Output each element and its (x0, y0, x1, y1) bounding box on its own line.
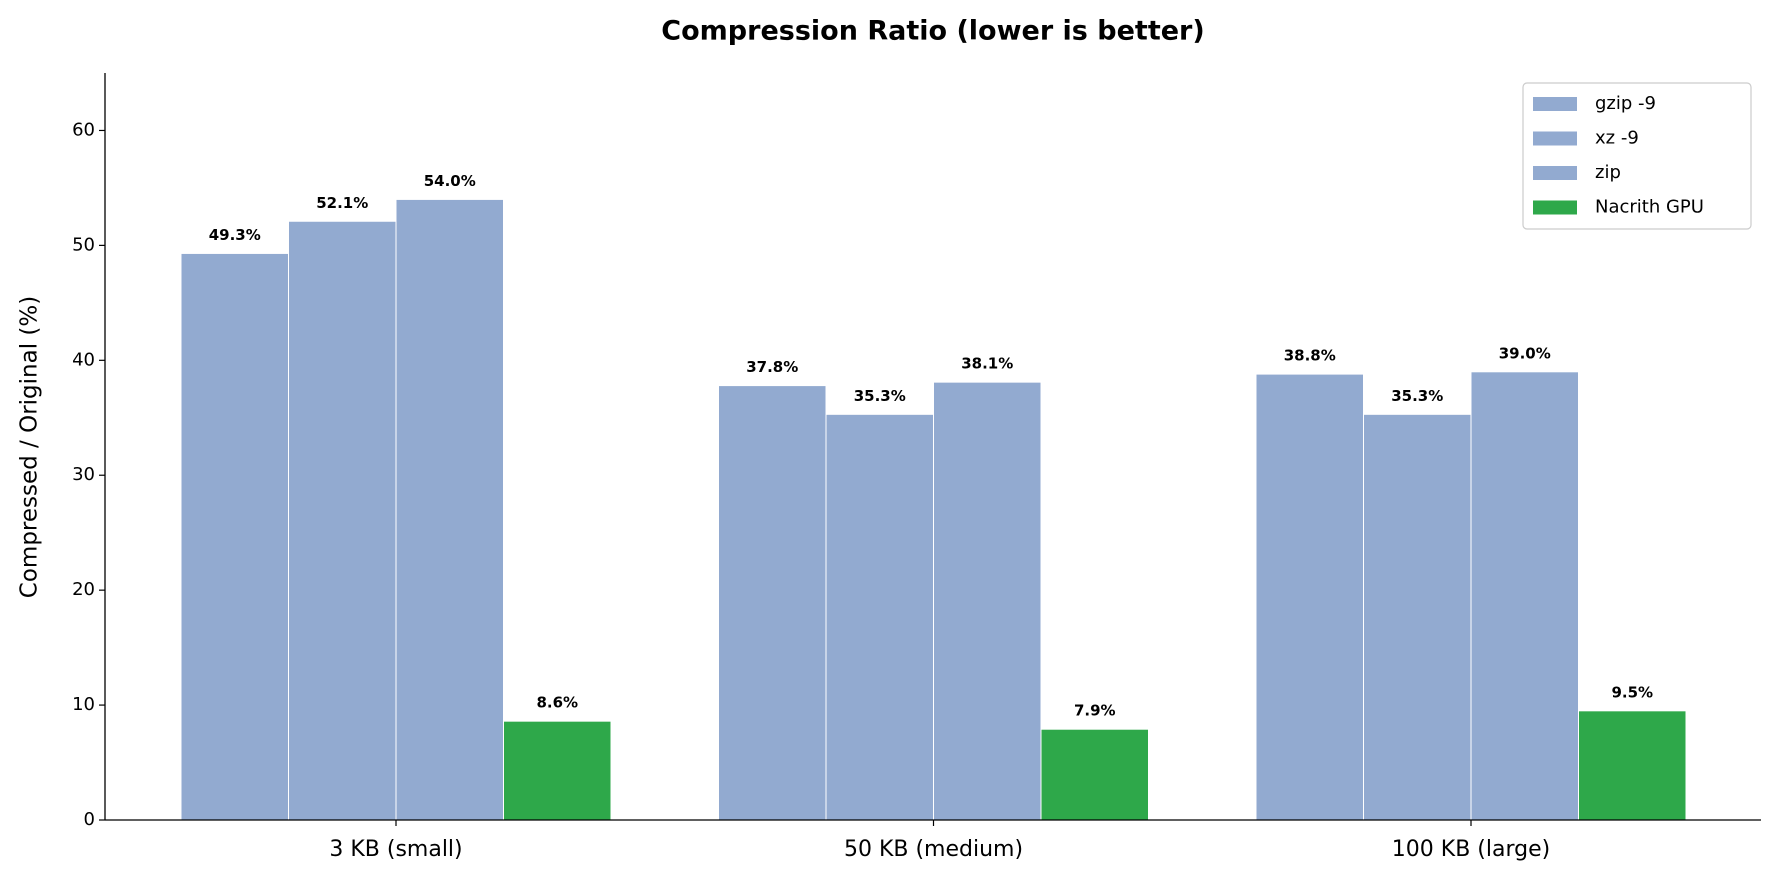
legend-swatch (1533, 97, 1577, 111)
bar (1255, 373, 1364, 821)
bar (1470, 371, 1579, 821)
bar (180, 252, 289, 821)
bar (718, 385, 827, 821)
value-label: 9.5% (1611, 683, 1653, 701)
x-tick-label: 3 KB (small) (329, 837, 462, 862)
y-axis-label: Compressed / Original (%) (17, 296, 43, 598)
value-label: 38.1% (961, 355, 1013, 373)
y-tick-label: 60 (72, 119, 95, 140)
value-label: 35.3% (854, 387, 906, 405)
y-tick-label: 0 (84, 809, 95, 830)
legend-swatch (1533, 166, 1577, 180)
x-tick-label: 100 KB (large) (1392, 837, 1550, 862)
bar (395, 198, 504, 821)
y-tick-label: 40 (72, 349, 95, 370)
bar (825, 413, 934, 821)
bar (288, 220, 397, 821)
y-tick-label: 30 (72, 464, 95, 485)
value-label: 7.9% (1074, 702, 1116, 720)
bar (933, 381, 1042, 821)
y-tick-label: 20 (72, 579, 95, 600)
value-label: 35.3% (1391, 387, 1443, 405)
legend-label: zip (1595, 162, 1621, 183)
bar (1040, 728, 1149, 821)
legend-swatch (1533, 131, 1577, 146)
legend-label: Nacrith GPU (1595, 197, 1704, 218)
x-tick-label: 50 KB (medium) (844, 837, 1023, 862)
legend-label: gzip -9 (1595, 93, 1656, 114)
legend-label: xz -9 (1595, 128, 1639, 149)
legend-box (1522, 82, 1752, 230)
value-label: 37.8% (746, 358, 798, 376)
value-label: 39.0% (1499, 344, 1551, 362)
bar (1578, 710, 1687, 821)
y-tick-label: 50 (72, 234, 95, 255)
bar (1363, 413, 1472, 821)
value-label: 38.8% (1284, 347, 1336, 365)
legend-swatch (1533, 200, 1577, 215)
value-label: 54.0% (424, 172, 476, 190)
value-label: 49.3% (209, 226, 261, 244)
value-label: 52.1% (316, 194, 368, 212)
chart-title: Compression Ratio (lower is better) (661, 16, 1204, 47)
bar (503, 720, 612, 821)
y-tick-label: 10 (72, 694, 95, 715)
value-label: 8.6% (536, 694, 578, 712)
